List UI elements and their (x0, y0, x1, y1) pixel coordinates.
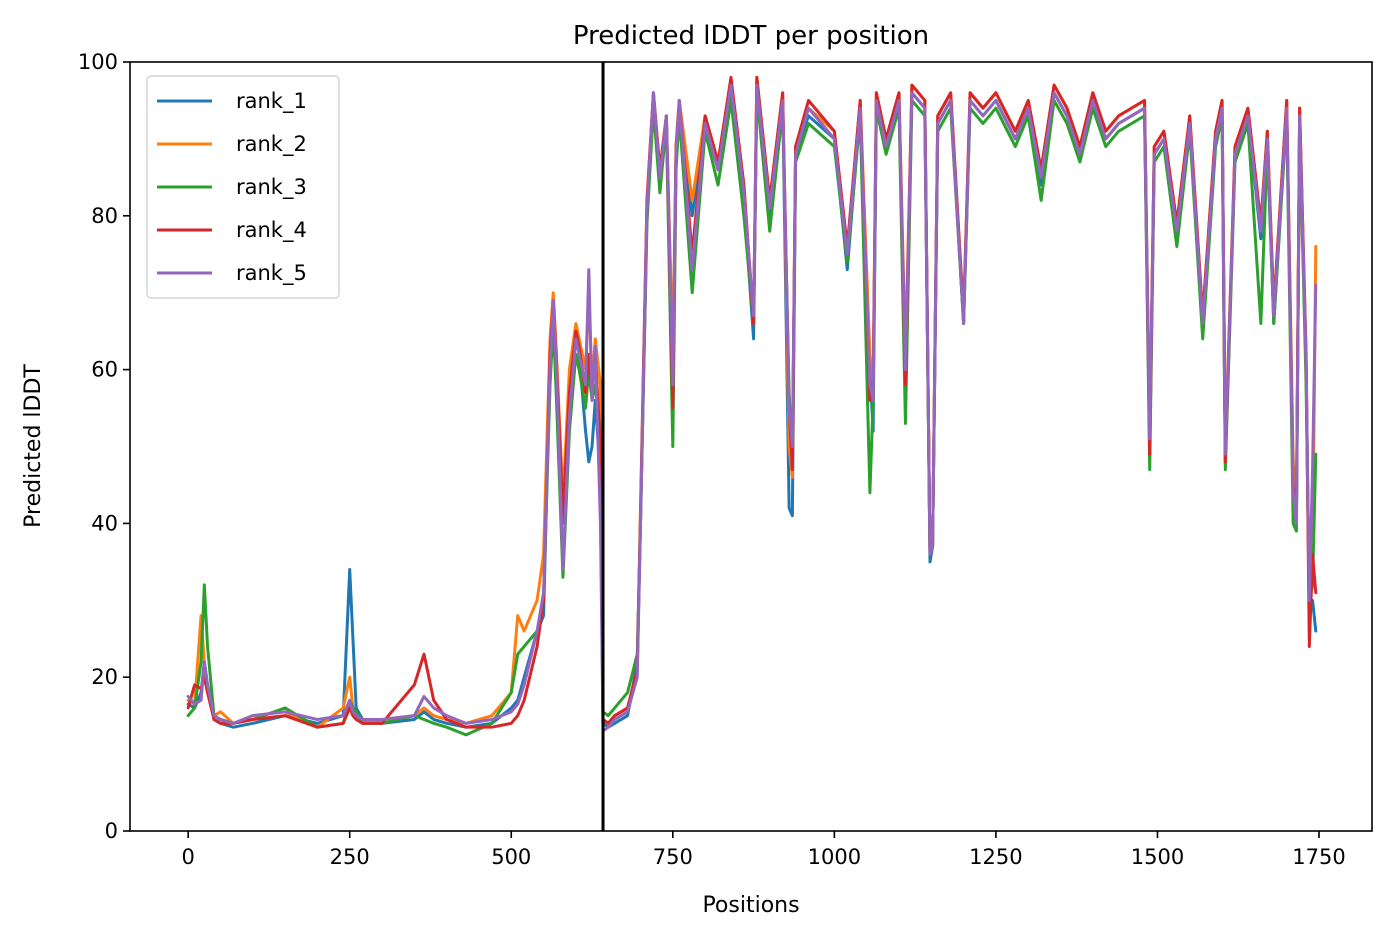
y-axis: 0 20 40 60 80 100 (78, 50, 130, 843)
series-group (186, 75, 1318, 737)
x-tick-label: 0 (181, 845, 194, 869)
y-tick-label: 100 (78, 50, 118, 74)
y-tick-label: 40 (91, 511, 118, 535)
x-tick-label: 500 (491, 845, 531, 869)
legend-label-rank_1: rank_1 (236, 89, 307, 114)
x-tick-label: 250 (330, 845, 370, 869)
x-axis: 0 250 500 750 1000 1250 1500 1750 (181, 831, 1346, 869)
y-tick-label: 60 (91, 358, 118, 382)
legend-label-rank_2: rank_2 (236, 132, 307, 157)
x-tick-label: 1750 (1292, 845, 1345, 869)
legend: rank_1 rank_2 rank_3 rank_4 rank_5 (146, 75, 340, 299)
legend-box (146, 75, 340, 299)
axes-frame (129, 61, 1373, 832)
y-axis-label: Predicted lDDT (21, 364, 46, 528)
y-tick-label: 20 (91, 665, 118, 689)
x-axis-label: Positions (702, 893, 799, 918)
legend-label-rank_5: rank_5 (236, 261, 307, 286)
y-tick-label: 0 (105, 819, 118, 843)
x-tick-label: 1500 (1131, 845, 1184, 869)
x-tick-label: 1000 (808, 845, 861, 869)
legend-label-rank_4: rank_4 (236, 218, 307, 243)
chart-title: Predicted lDDT per position (573, 21, 929, 51)
legend-label-rank_3: rank_3 (236, 175, 307, 200)
series-line-rank_5 (186, 83, 1318, 733)
x-tick-label: 1250 (969, 845, 1022, 869)
x-tick-label: 750 (653, 845, 693, 869)
y-tick-label: 80 (91, 204, 118, 228)
